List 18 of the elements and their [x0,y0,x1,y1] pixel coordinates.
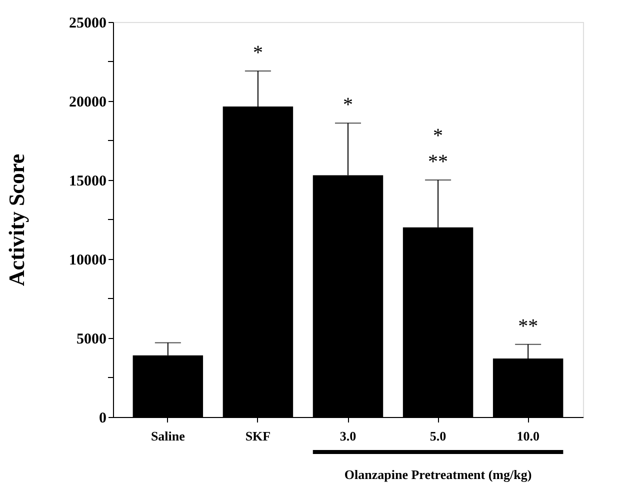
annotation: ** [428,151,448,173]
y-tick-label: 20000 [69,94,106,110]
text: Olanzapine Pretreatment (mg/kg) [344,467,532,482]
x-tick-label: 5.0 [430,428,446,444]
annotation: ** [518,315,538,338]
annotation: * [252,42,263,64]
y-tick-label: 25000 [69,16,106,32]
x-tick-label: SKF [245,428,271,444]
y-tick-label: 15000 [69,174,106,190]
y-axis-title: Activity Score [4,154,29,286]
y-tick-label: 0 [99,410,106,426]
annotation: * [433,125,444,147]
x-tick-label: Saline [150,428,186,444]
annotation: * [343,94,353,116]
x-tick-label: 3.0 [340,428,356,444]
y-tick-label: 10000 [69,252,106,268]
y-tick-label: 5000 [76,332,106,348]
x-tick-label: 10.0 [516,428,540,444]
